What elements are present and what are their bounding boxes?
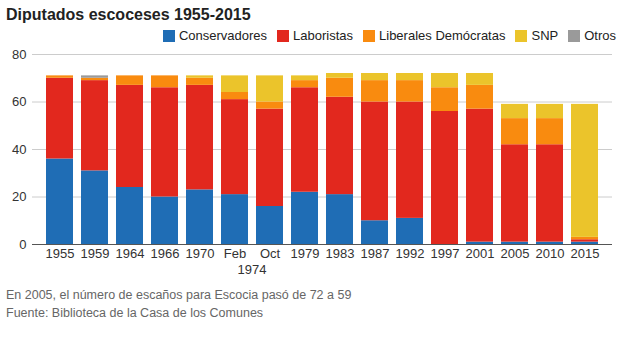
svg-text:40: 40 xyxy=(12,142,26,157)
svg-text:2001: 2001 xyxy=(466,246,495,261)
html-text:Conservadores: Conservadores xyxy=(178,28,267,43)
svg-text:1974: 1974 xyxy=(238,262,267,277)
svg-text:1959: 1959 xyxy=(81,246,110,261)
html-text:SNP: SNP xyxy=(531,28,559,43)
svg-text:1966: 1966 xyxy=(151,246,180,261)
svg-text:60: 60 xyxy=(12,94,26,109)
svg-text:20: 20 xyxy=(12,189,26,204)
svg-text:2005: 2005 xyxy=(501,246,530,261)
svg-text:1997: 1997 xyxy=(431,246,460,261)
svg-text:2015: 2015 xyxy=(571,246,600,261)
html-text:En 2005, el número de escaños: En 2005, el número de escaños para Escoc… xyxy=(6,288,352,302)
svg-text:Feb: Feb xyxy=(224,246,246,261)
html-text:Laboristas: Laboristas xyxy=(293,28,353,43)
html-text:Fuente: Biblioteca de la Casa: Fuente: Biblioteca de la Casa de los Com… xyxy=(6,306,264,320)
svg-text:1983: 1983 xyxy=(326,246,355,261)
html-text:Diputados escoceses 1955-2015: Diputados escoceses 1955-2015 xyxy=(6,6,251,23)
svg-text:1987: 1987 xyxy=(361,246,390,261)
svg-text:1964: 1964 xyxy=(116,246,145,261)
svg-text:1970: 1970 xyxy=(186,246,215,261)
svg-text:1955: 1955 xyxy=(46,246,75,261)
html-text:Otros: Otros xyxy=(584,28,616,43)
svg-text:80: 80 xyxy=(12,47,26,62)
svg-text:0: 0 xyxy=(19,237,26,252)
html-text:Liberales Demócratas: Liberales Demócratas xyxy=(379,28,506,43)
svg-text:1979: 1979 xyxy=(291,246,320,261)
svg-text:Oct: Oct xyxy=(260,246,281,261)
svg-text:2010: 2010 xyxy=(536,246,565,261)
svg-text:1992: 1992 xyxy=(396,246,425,261)
